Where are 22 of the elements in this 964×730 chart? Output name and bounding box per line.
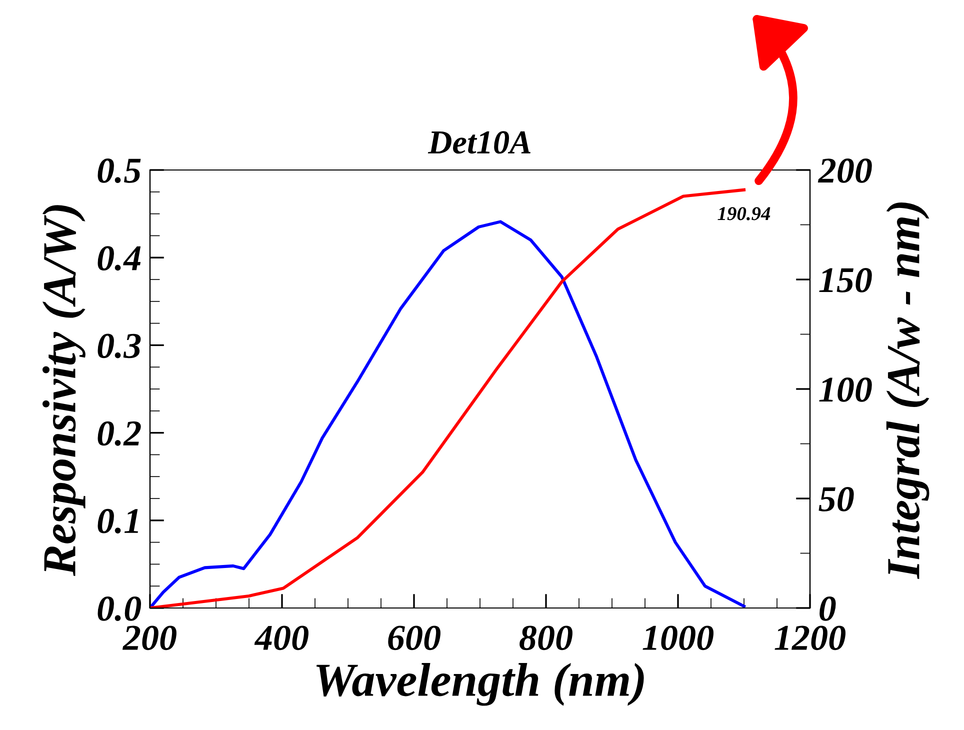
x-tick-label: 800	[520, 626, 572, 650]
chart-title: Det10A	[428, 131, 530, 154]
y-tick-label: 0.4	[98, 246, 141, 271]
y-axis-title: Responsivity (A/W)	[42, 205, 86, 576]
y-tick-label: 0.2	[98, 421, 141, 446]
y-tick-label: 0.0	[98, 596, 142, 622]
y-tick-label: 0.1	[98, 508, 138, 534]
x-tick-label: 400	[254, 626, 308, 650]
y2-tick-label: 0	[820, 596, 836, 621]
y2-tick-label: 50	[818, 487, 854, 512]
x-axis-title: Wavelength (nm)	[316, 662, 644, 706]
y2-tick-label: 150	[819, 268, 872, 292]
y2-tick-label: 200	[818, 158, 872, 183]
y-tick-label: 0.5	[98, 158, 141, 184]
y2-axis-title: Integral (A/w - nm)	[886, 202, 930, 580]
x-tick-label: 1200	[774, 626, 846, 650]
x-tick-label: 1000	[642, 626, 714, 650]
x-tick-label: 600	[388, 626, 440, 650]
y-tick-label: 0.3	[98, 334, 141, 358]
y2-tick-label: 100	[819, 378, 872, 402]
x-tick-label: 200	[122, 626, 176, 650]
data-label: 190.94	[718, 207, 770, 220]
